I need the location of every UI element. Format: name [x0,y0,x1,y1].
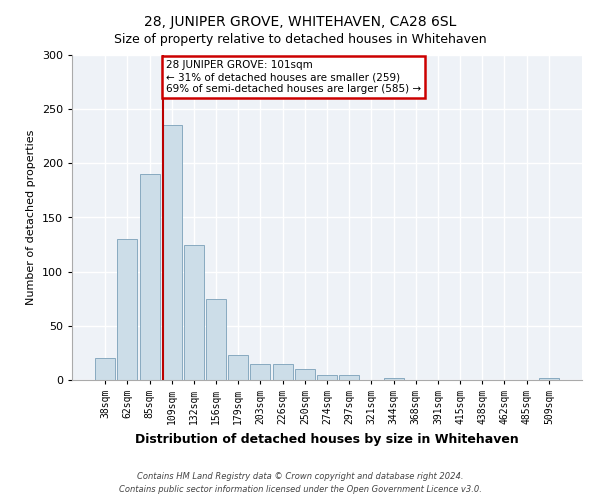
Bar [118,239,137,380]
Bar [539,378,559,380]
Y-axis label: Number of detached properties: Number of detached properties [26,130,36,305]
Bar [184,244,204,380]
Bar [206,298,226,380]
Bar [383,378,404,380]
X-axis label: Distribution of detached houses by size in Whitehaven: Distribution of detached houses by size … [135,432,519,446]
Bar [228,355,248,380]
Bar [295,369,315,380]
Bar [317,374,337,380]
Text: 28 JUNIPER GROVE: 101sqm
← 31% of detached houses are smaller (259)
69% of semi-: 28 JUNIPER GROVE: 101sqm ← 31% of detach… [166,60,421,94]
Bar [250,364,271,380]
Bar [140,174,160,380]
Bar [162,126,182,380]
Text: Size of property relative to detached houses in Whitehaven: Size of property relative to detached ho… [113,32,487,46]
Bar [95,358,115,380]
Bar [272,364,293,380]
Text: Contains HM Land Registry data © Crown copyright and database right 2024.
Contai: Contains HM Land Registry data © Crown c… [119,472,481,494]
Bar [339,374,359,380]
Text: 28, JUNIPER GROVE, WHITEHAVEN, CA28 6SL: 28, JUNIPER GROVE, WHITEHAVEN, CA28 6SL [144,15,456,29]
